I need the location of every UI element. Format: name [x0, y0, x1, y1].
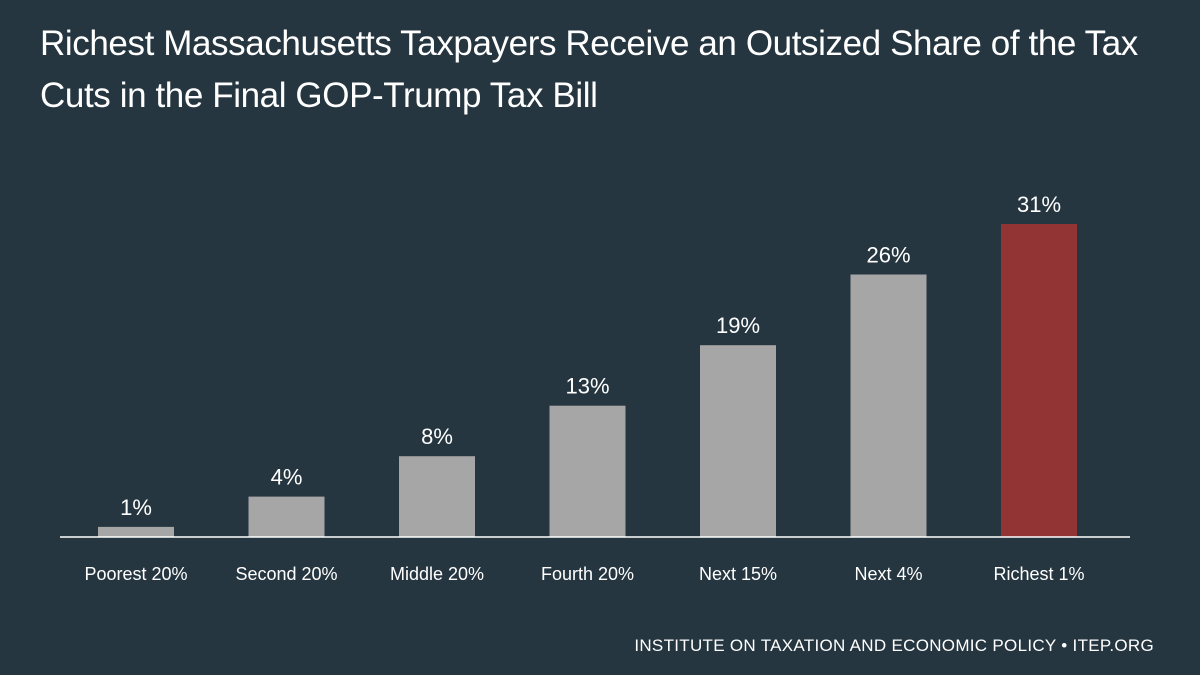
bar-richest-1 [1001, 224, 1077, 537]
category-label: Next 15% [699, 564, 777, 584]
chart-title: Richest Massachusetts Taxpayers Receive … [40, 24, 1138, 115]
category-label: Poorest 20% [84, 564, 187, 584]
bar-middle-20 [399, 456, 475, 537]
source-footer: INSTITUTE ON TAXATION AND ECONOMIC POLIC… [634, 636, 1154, 655]
data-label: 31% [1017, 192, 1061, 217]
bars-layer: 1% Poorest 20% 4% Second 20% 8% Middle 20% 13%… [84, 192, 1084, 584]
data-label: 19% [716, 313, 760, 338]
bar-next-4 [850, 274, 927, 537]
bar-poorest-20 [98, 526, 174, 537]
bar-second-20 [248, 496, 325, 537]
category-label: Richest 1% [993, 564, 1084, 584]
data-label: 8% [421, 424, 453, 449]
data-label: 13% [565, 374, 609, 399]
data-label: 4% [271, 465, 303, 490]
data-label: 1% [120, 495, 152, 520]
category-label: Fourth 20% [541, 564, 634, 584]
category-label: Second 20% [235, 564, 337, 584]
bar-next-15 [700, 345, 776, 537]
category-label: Next 4% [854, 564, 922, 584]
data-label: 26% [866, 243, 910, 268]
bar-fourth-20 [549, 405, 626, 537]
category-label: Middle 20% [390, 564, 484, 584]
